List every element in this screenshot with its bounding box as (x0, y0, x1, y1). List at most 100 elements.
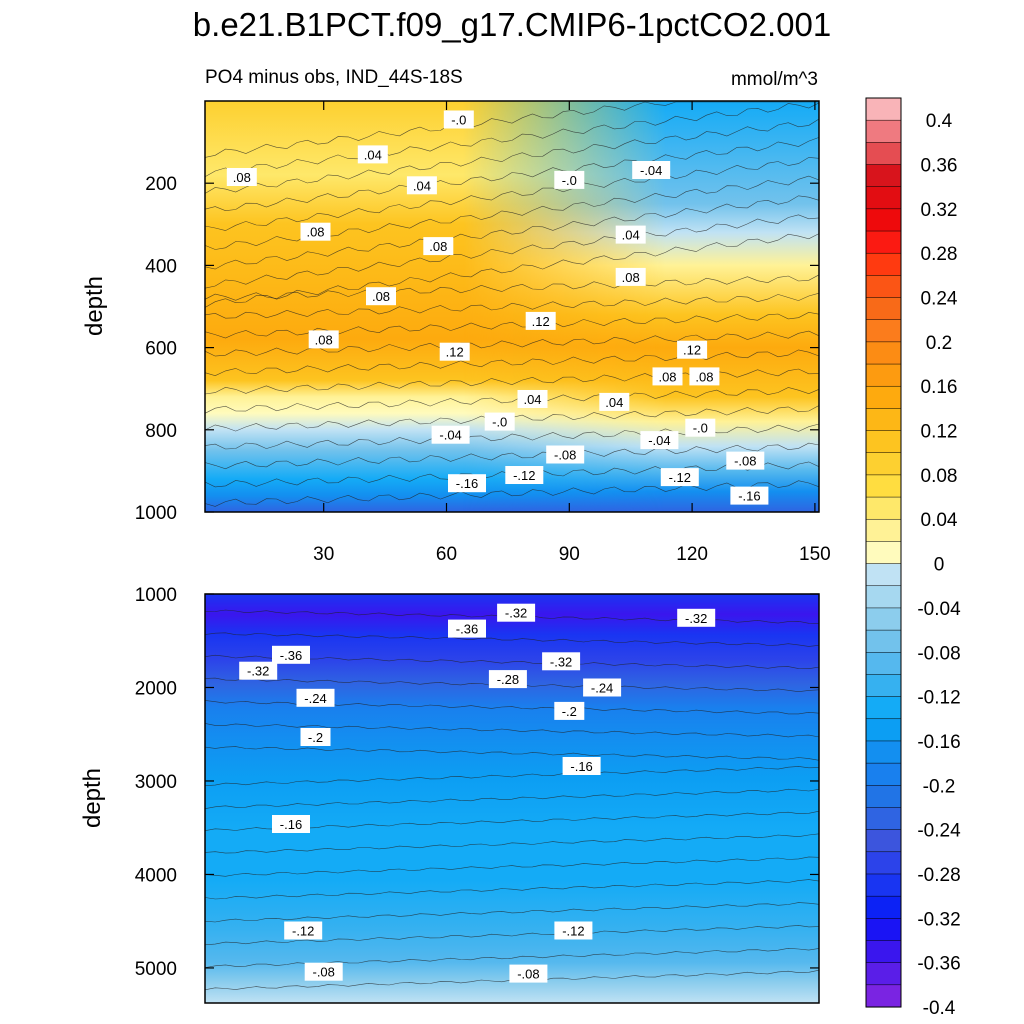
colorbar-swatch (865, 474, 902, 498)
contour-label-text: -.28 (497, 672, 519, 687)
colorbar-label: 0.24 (921, 289, 958, 310)
contour-label-bg (272, 815, 310, 833)
contour-label: -.16 (448, 474, 486, 493)
colorbar-swatch (865, 563, 902, 587)
contour-label-text: -.04 (648, 433, 670, 448)
colorbar-swatch (865, 829, 902, 853)
colorbar-label: 0.36 (921, 156, 958, 177)
lower-contour-labels: -.32 -.32 -.36 -.36 -.32 -.32 -.28 -.24 -.24 -.2 -… (239, 603, 716, 983)
contour-label-bg (505, 466, 544, 484)
contour-label-text: .08 (315, 332, 333, 347)
colorbar-swatch (865, 208, 902, 232)
y-tick-label: 1000 (135, 585, 177, 606)
colorbar-swatch (865, 785, 902, 809)
contour-label-bg (239, 661, 278, 680)
contour-line (204, 330, 820, 357)
contour-label: -.32 (677, 608, 716, 627)
contour-line (204, 137, 820, 212)
contour-label: -.12 (505, 466, 544, 484)
upper-plot-fill-right (205, 101, 819, 512)
lower-contour-lines (204, 609, 820, 991)
colorbar-swatch (865, 718, 902, 742)
contour-label-bg (685, 418, 716, 437)
contour-label: -.04 (431, 425, 470, 444)
y-tick-label: 2000 (135, 678, 177, 699)
contour-label: .08 (689, 367, 720, 386)
contour-label: .08 (300, 222, 331, 241)
colorbar-swatch (865, 652, 902, 675)
colorbar-label: -0.12 (917, 688, 960, 709)
contour-label-text: .08 (306, 225, 324, 240)
chart-subtitle: PO4 minus obs, IND_44S-18S (205, 67, 463, 88)
contour-label: .04 (599, 392, 630, 411)
contour-label: -.08 (509, 964, 548, 983)
contour-label-text: -.36 (280, 648, 302, 663)
y-tick-label: 800 (145, 421, 177, 442)
colorbar-label: 0.4 (926, 111, 953, 132)
contour-label-bg (448, 619, 486, 638)
contour-label-text: -.08 (554, 448, 576, 463)
x-tick-label: 60 (436, 544, 457, 565)
colorbar-label: -0.32 (917, 909, 960, 930)
contour-label-bg (497, 603, 536, 622)
contour-label: -.0 (554, 170, 585, 189)
contour-label: -.16 (272, 815, 310, 833)
colorbar-swatch (865, 585, 902, 609)
upper-plot-frame (204, 100, 820, 513)
contour-label-bg (615, 225, 646, 244)
y-tick-label: 1000 (135, 503, 177, 524)
contour-label: -.08 (546, 445, 585, 464)
colorbar-label: -0.08 (917, 643, 960, 664)
contour-label-text: -.2 (562, 704, 577, 719)
colorbar-label: 0 (934, 555, 945, 576)
y-tick-label: 5000 (135, 959, 177, 980)
colorbar-label: -0.36 (917, 954, 960, 975)
contour-label-text: -.04 (640, 163, 662, 178)
contour-label: .12 (677, 340, 708, 359)
contour-label-bg (509, 964, 548, 983)
contour-label: .12 (439, 342, 470, 361)
colorbar-label: -0.16 (917, 732, 960, 753)
contour-line (204, 766, 820, 786)
contour-label: -.04 (632, 161, 671, 179)
contour-label: -.32 (239, 661, 278, 680)
x-tick-label: 30 (313, 544, 334, 565)
colorbar-label: 0.16 (921, 377, 958, 398)
contour-line (204, 233, 820, 308)
contour-label-bg (517, 390, 548, 408)
colorbar-swatch (865, 97, 902, 121)
contour-label-bg (439, 342, 470, 361)
x-axis: 30 60 90 120 150 (313, 101, 831, 1003)
contour-label-bg (226, 168, 257, 186)
colorbar-label: 0.08 (921, 466, 958, 487)
contour-label-bg (431, 425, 470, 444)
contour-label-text: -.16 (570, 759, 592, 774)
contour-label-text: -.32 (685, 611, 707, 626)
contour-label-bg (284, 921, 323, 940)
contour-label: .04 (615, 225, 646, 244)
x-tick-label: 90 (559, 544, 580, 565)
contour-label: -.0 (484, 412, 515, 431)
contour-label: -.24 (583, 678, 622, 697)
contour-label: .08 (226, 168, 257, 186)
lower-y-axis-title: depth (79, 768, 106, 828)
contour-label-text: -.12 (292, 924, 314, 939)
upper-y-axis: 200 400 600 800 1000 (135, 174, 819, 524)
contour-line (204, 274, 820, 301)
contour-label-bg (599, 392, 630, 411)
colorbar-label: 0.28 (921, 244, 958, 265)
contour-label: -.32 (542, 652, 581, 671)
contour-label-bg (554, 921, 593, 940)
contour-label: -.0 (685, 418, 716, 437)
lower-y-axis: 1000 2000 3000 4000 5000 (135, 585, 819, 980)
colorbar-swatch (865, 918, 902, 942)
contour-label-bg (726, 451, 765, 470)
contour-label-bg (546, 445, 585, 464)
contour-label-text: .08 (658, 369, 676, 384)
contour-label: -.24 (296, 688, 335, 707)
colorbar-swatch (865, 252, 902, 276)
colorbar-swatch (865, 319, 902, 343)
contour-label-bg (554, 170, 585, 189)
x-tick-label: 120 (676, 544, 708, 565)
